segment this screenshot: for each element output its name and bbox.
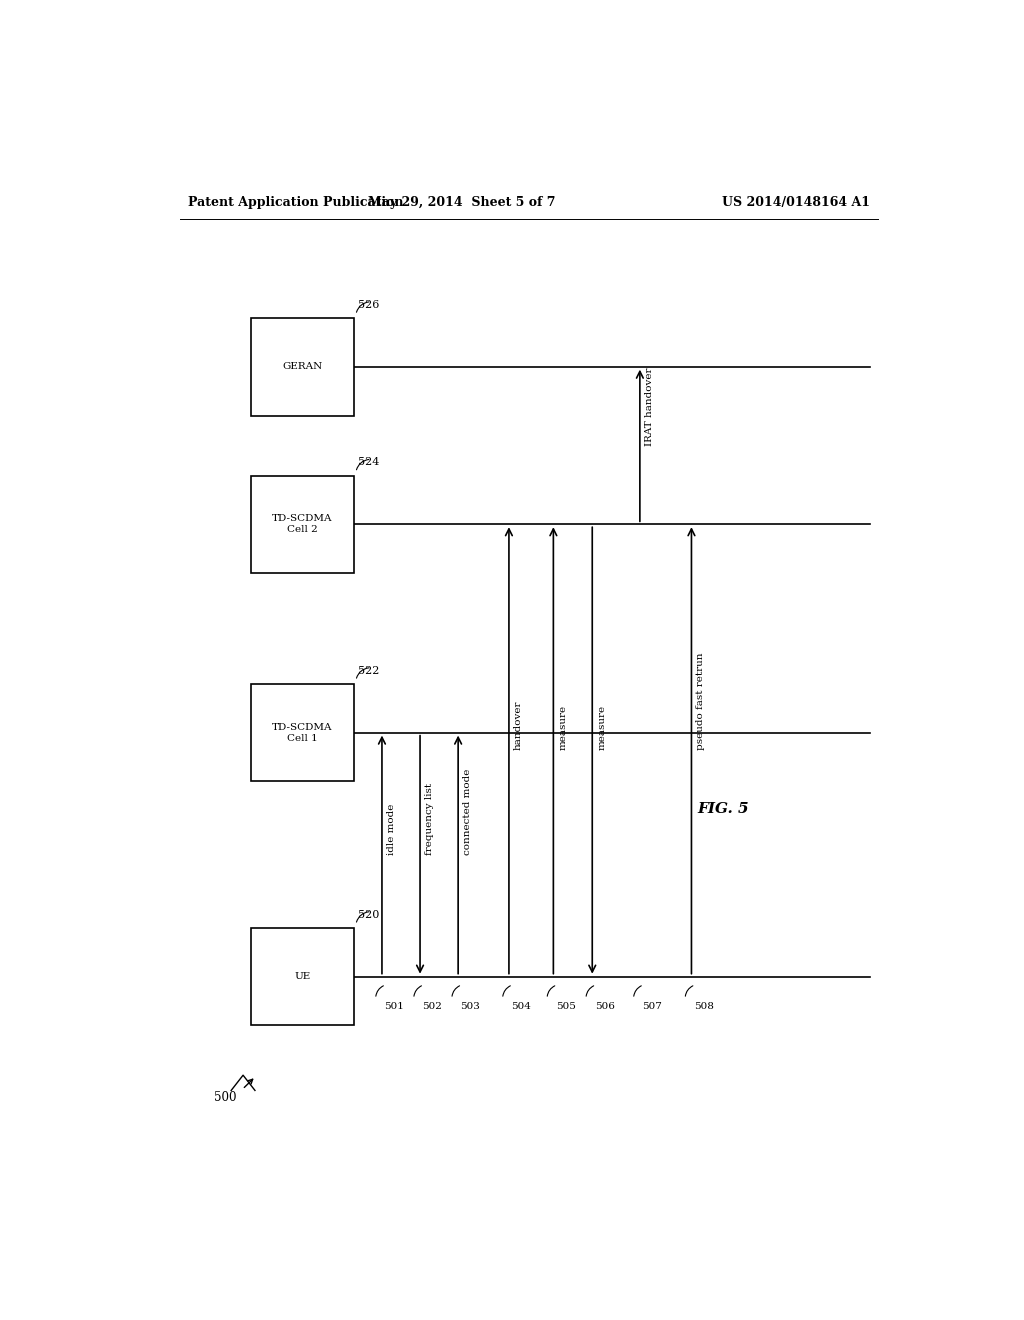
Text: GERAN: GERAN — [283, 362, 323, 371]
Text: 526: 526 — [358, 300, 380, 310]
Text: 508: 508 — [694, 1002, 714, 1011]
Text: US 2014/0148164 A1: US 2014/0148164 A1 — [722, 195, 870, 209]
Text: 505: 505 — [556, 1002, 575, 1011]
Text: TD-SCDMA
Cell 1: TD-SCDMA Cell 1 — [272, 722, 333, 743]
Text: measure: measure — [597, 705, 606, 751]
Text: IRAT handover: IRAT handover — [645, 367, 654, 446]
Text: Patent Application Publication: Patent Application Publication — [187, 195, 403, 209]
Text: idle mode: idle mode — [387, 804, 396, 854]
Bar — [251, 684, 354, 781]
Text: pseudo fast retrun: pseudo fast retrun — [696, 653, 706, 751]
Text: 503: 503 — [461, 1002, 480, 1011]
Text: 520: 520 — [358, 909, 380, 920]
Text: 500: 500 — [214, 1092, 237, 1105]
Text: UE: UE — [295, 972, 310, 981]
Bar — [251, 475, 354, 573]
Text: connected mode: connected mode — [463, 768, 472, 854]
Text: FIG. 5: FIG. 5 — [697, 801, 749, 816]
Text: 506: 506 — [595, 1002, 614, 1011]
Text: frequency list: frequency list — [425, 783, 434, 854]
Text: measure: measure — [558, 705, 567, 751]
Bar — [251, 318, 354, 416]
Text: 504: 504 — [511, 1002, 531, 1011]
Text: May 29, 2014  Sheet 5 of 7: May 29, 2014 Sheet 5 of 7 — [368, 195, 555, 209]
Bar — [251, 928, 354, 1026]
Text: 501: 501 — [384, 1002, 404, 1011]
Text: TD-SCDMA
Cell 2: TD-SCDMA Cell 2 — [272, 515, 333, 535]
Text: 524: 524 — [358, 458, 380, 467]
Text: handover: handover — [514, 701, 523, 751]
Text: 502: 502 — [423, 1002, 442, 1011]
Text: 522: 522 — [358, 665, 380, 676]
Text: 507: 507 — [642, 1002, 663, 1011]
